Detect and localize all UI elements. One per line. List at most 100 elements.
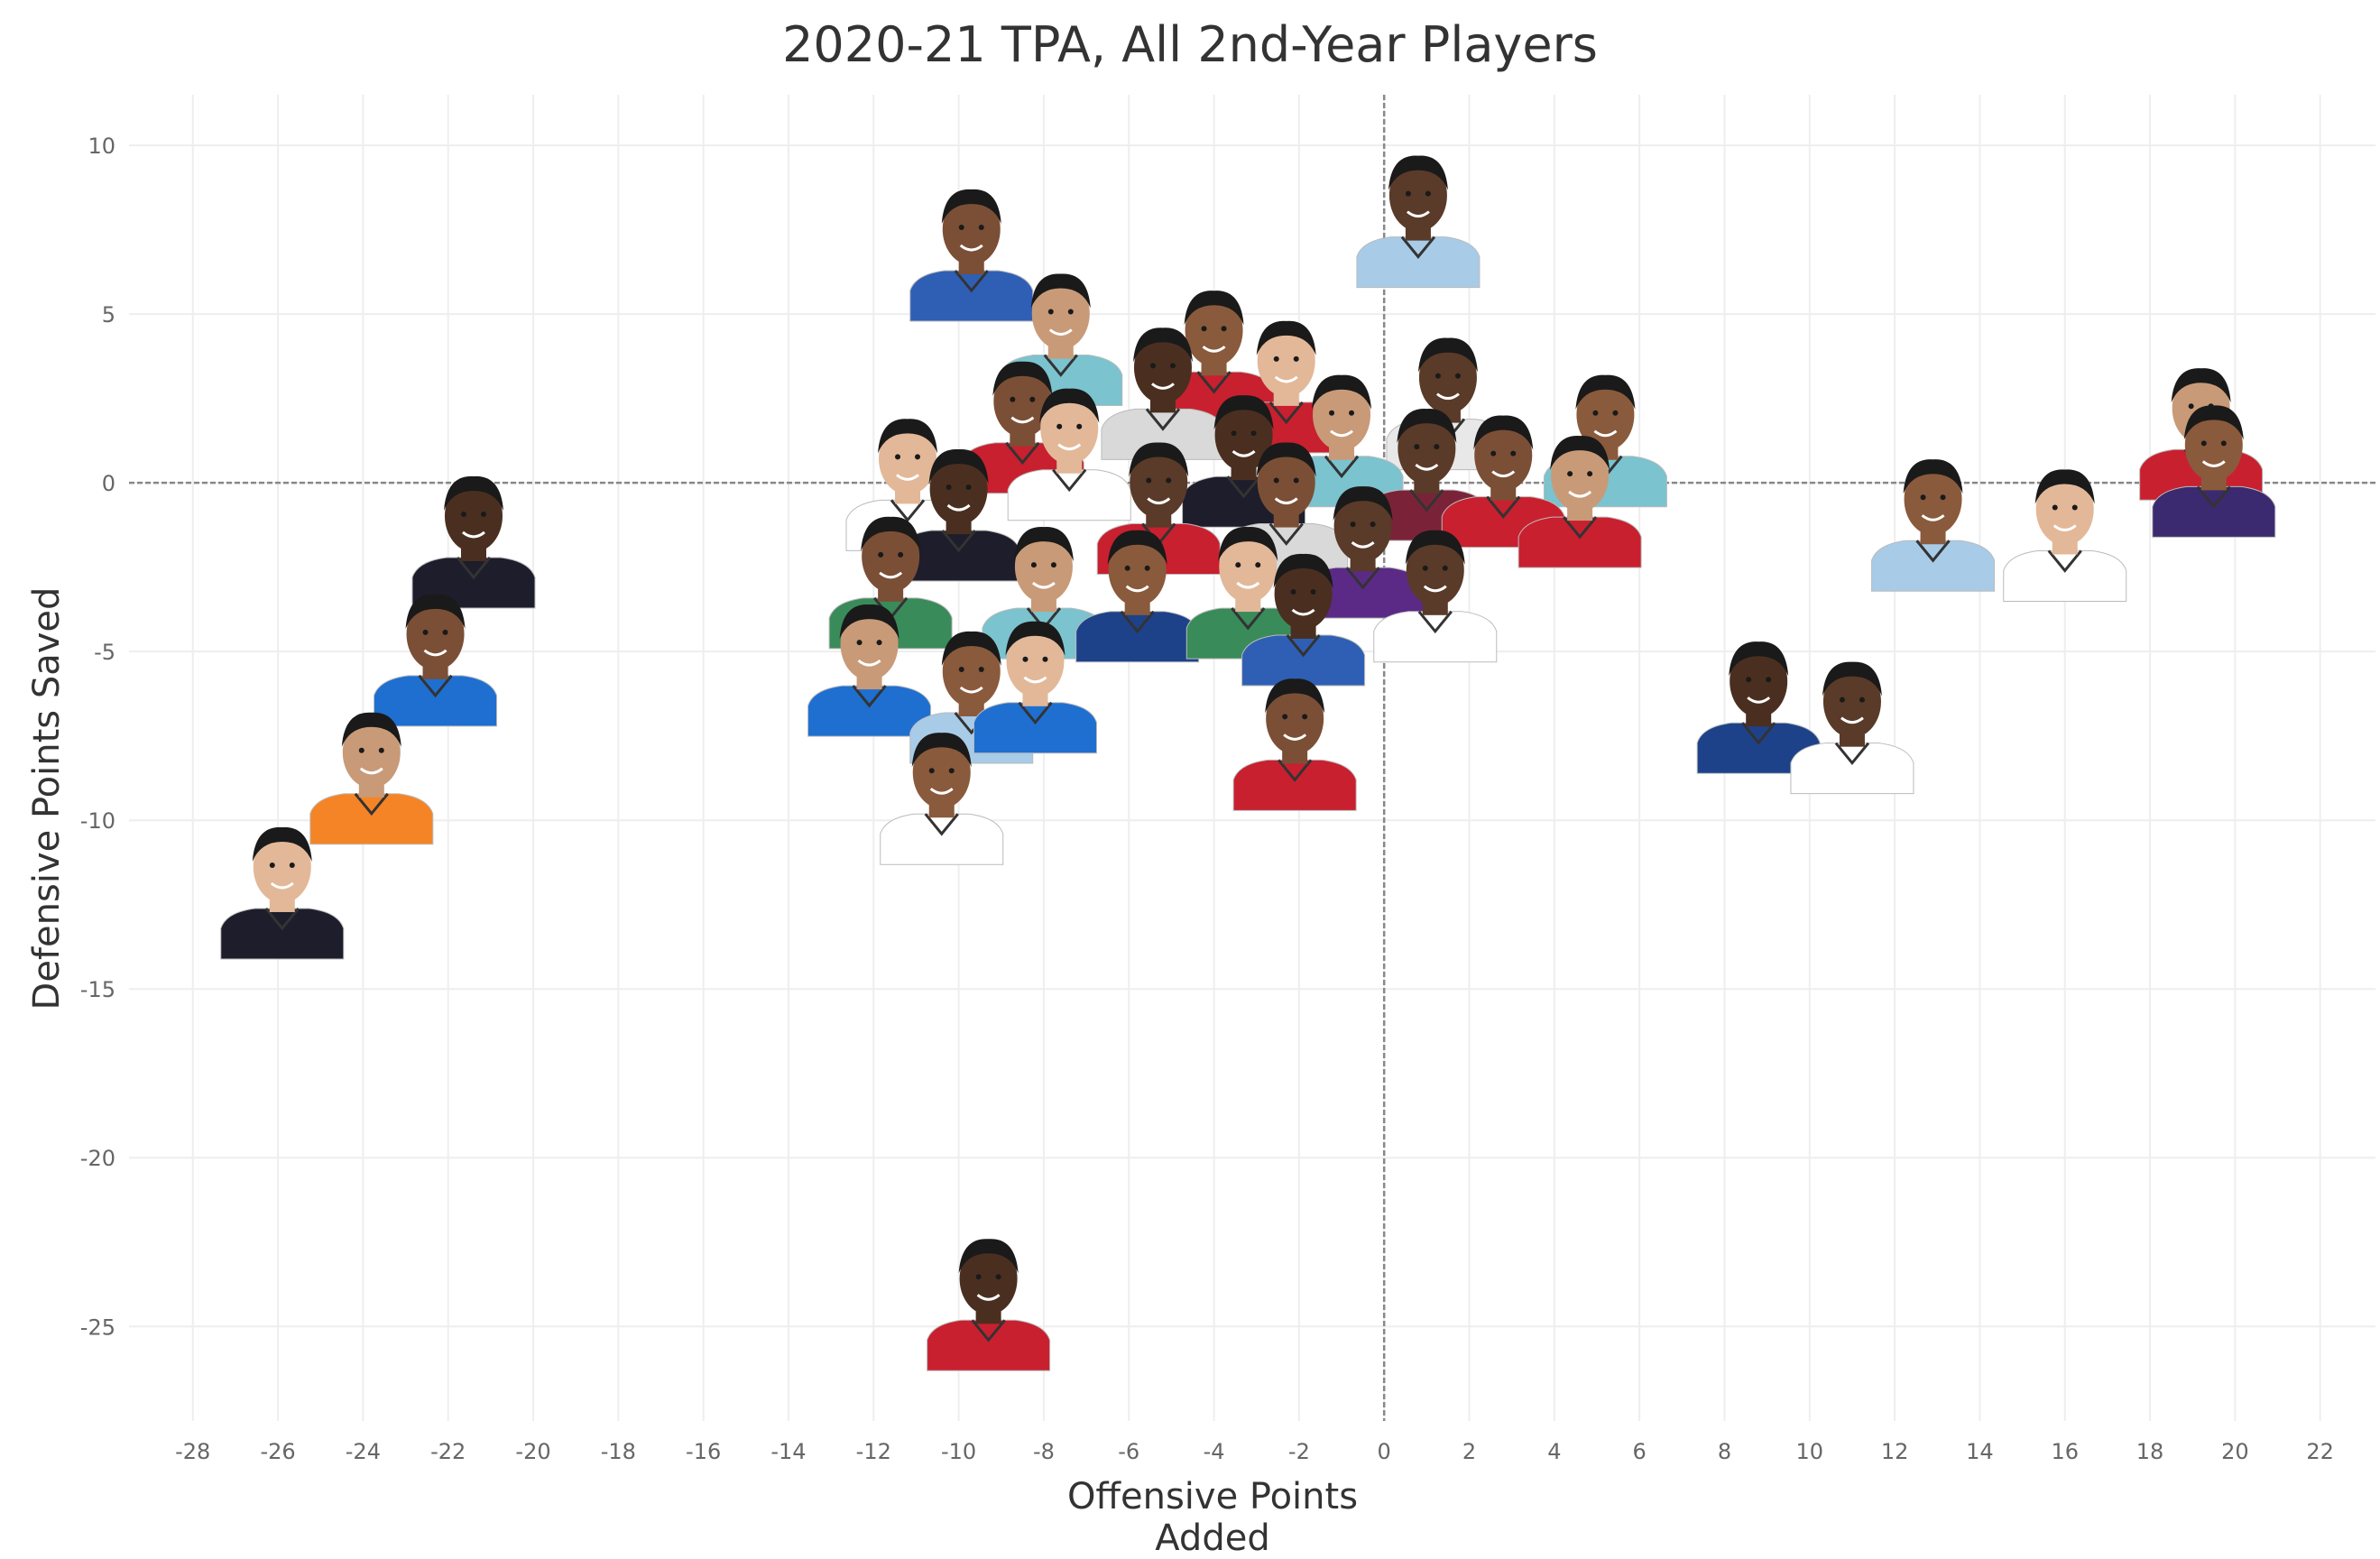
eye-shape bbox=[1273, 355, 1279, 362]
x-tick-label: -2 bbox=[1288, 1439, 1310, 1464]
jersey-shape bbox=[309, 793, 434, 845]
eye-shape bbox=[928, 768, 935, 774]
smile-shape bbox=[1048, 328, 1073, 337]
x-tick-label: -22 bbox=[430, 1439, 466, 1464]
hair-shape bbox=[1039, 388, 1100, 423]
hair-shape bbox=[443, 475, 503, 511]
jersey-collar bbox=[1196, 371, 1232, 394]
eye-shape bbox=[1349, 410, 1355, 416]
eye-shape bbox=[1434, 373, 1441, 379]
jersey-collar bbox=[954, 270, 989, 293]
eye-shape bbox=[1940, 494, 1946, 501]
jersey-shape bbox=[220, 908, 345, 960]
jersey-collar bbox=[1005, 441, 1040, 466]
hair-shape bbox=[1132, 327, 1193, 363]
head-shape bbox=[1031, 277, 1090, 350]
smile-shape bbox=[1125, 585, 1149, 593]
head-shape bbox=[1576, 378, 1635, 451]
eye-shape bbox=[1425, 190, 1431, 197]
player-headshot-point bbox=[1232, 678, 1357, 811]
eye-shape bbox=[1282, 714, 1288, 720]
head-shape bbox=[1274, 557, 1333, 630]
head-shape bbox=[1313, 378, 1371, 451]
eye-shape bbox=[1293, 355, 1299, 362]
eye-shape bbox=[1146, 477, 1152, 484]
head-shape bbox=[1333, 490, 1392, 563]
head-shape bbox=[912, 736, 971, 809]
eye-shape bbox=[442, 629, 448, 635]
eye-shape bbox=[1293, 477, 1299, 484]
head-shape bbox=[1474, 419, 1533, 492]
hair-shape bbox=[1265, 678, 1325, 714]
jersey-collar bbox=[2196, 485, 2231, 509]
jersey-collar bbox=[1741, 722, 1776, 745]
hair-shape bbox=[911, 733, 972, 768]
head-shape bbox=[1185, 294, 1243, 367]
x-tick-label: -6 bbox=[1118, 1439, 1139, 1464]
eye-shape bbox=[1255, 562, 1261, 568]
eye-shape bbox=[460, 511, 466, 517]
smile-shape bbox=[1291, 608, 1315, 616]
hair-shape bbox=[341, 712, 401, 747]
player-headshot-point bbox=[1356, 155, 1481, 289]
head-shape bbox=[862, 520, 920, 593]
eye-shape bbox=[1250, 430, 1257, 437]
smile-shape bbox=[1202, 346, 1226, 353]
smile-shape bbox=[1283, 733, 1307, 741]
eye-shape bbox=[1510, 450, 1517, 457]
eye-shape bbox=[1047, 309, 1054, 315]
eye-shape bbox=[1839, 696, 1845, 703]
x-tick-label: 4 bbox=[1547, 1439, 1561, 1464]
eye-shape bbox=[876, 640, 882, 646]
head-shape bbox=[840, 608, 899, 681]
smile-shape bbox=[1423, 585, 1447, 593]
smile-shape bbox=[1747, 696, 1771, 704]
player-headshot-point bbox=[807, 604, 932, 737]
x-tick-label: -10 bbox=[941, 1439, 976, 1464]
smile-shape bbox=[423, 649, 447, 657]
jersey-collar bbox=[1409, 489, 1444, 512]
eye-shape bbox=[1221, 326, 1227, 332]
eye-shape bbox=[1201, 326, 1207, 332]
eye-shape bbox=[1612, 410, 1619, 416]
smile-shape bbox=[1415, 463, 1439, 471]
smile-shape bbox=[1351, 540, 1375, 549]
smile-shape bbox=[270, 881, 294, 890]
head-shape bbox=[1551, 439, 1610, 512]
smile-shape bbox=[1010, 416, 1035, 424]
jersey-collar bbox=[1226, 475, 1261, 499]
hair-shape bbox=[1273, 553, 1333, 588]
head-shape bbox=[342, 715, 401, 789]
y-tick-label: 5 bbox=[102, 302, 115, 327]
jersey-collar bbox=[1268, 401, 1304, 425]
eye-shape bbox=[958, 225, 964, 231]
player-headshot-point bbox=[1241, 553, 1366, 687]
y-axis-label: Defensive Points Saved bbox=[26, 586, 68, 1010]
x-tick-label: 20 bbox=[2221, 1439, 2249, 1464]
eye-shape bbox=[269, 862, 275, 868]
head-shape bbox=[1266, 682, 1324, 755]
head-shape bbox=[1130, 446, 1188, 519]
head-shape bbox=[1257, 446, 1315, 519]
x-tick-label: 12 bbox=[1881, 1439, 1909, 1464]
y-tick-label: 0 bbox=[102, 471, 115, 496]
y-tick-label: 10 bbox=[88, 134, 115, 159]
hair-shape bbox=[1903, 459, 1963, 494]
head-shape bbox=[1214, 399, 1273, 472]
jersey-collar bbox=[1052, 468, 1087, 493]
player-headshot-point bbox=[973, 621, 1097, 754]
eye-shape bbox=[1010, 396, 1016, 402]
smile-shape bbox=[1057, 443, 1082, 451]
eye-shape bbox=[878, 551, 884, 558]
hair-shape bbox=[1417, 337, 1478, 373]
jersey-collar bbox=[1018, 701, 1053, 725]
eye-shape bbox=[856, 640, 863, 646]
head-shape bbox=[253, 830, 311, 903]
player-headshot-point bbox=[880, 733, 1004, 865]
hair-shape bbox=[941, 631, 1001, 667]
hair-shape bbox=[1256, 442, 1316, 477]
eye-shape bbox=[1273, 477, 1279, 484]
jersey-shape bbox=[1871, 540, 1996, 592]
eye-shape bbox=[1442, 565, 1448, 571]
